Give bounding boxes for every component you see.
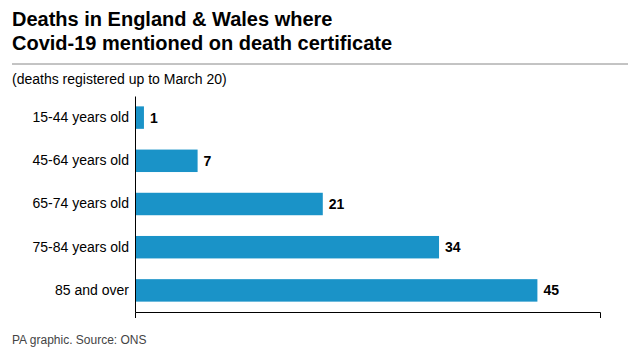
title: Deaths in England & Wales whereCovid-19 …	[12, 8, 392, 54]
chart: Deaths in England & Wales whereCovid-19 …	[0, 0, 640, 352]
tick-label: 45-64 years old	[32, 152, 129, 168]
data-label: 7	[204, 153, 212, 169]
data-label: 1	[150, 110, 158, 126]
tick-label: 75-84 years old	[32, 239, 129, 255]
y-axis: 15-44 years old 45-64 years old 65-74 year…	[32, 97, 135, 313]
data-labels: 1 7 21 34 45	[150, 110, 559, 299]
subtitle: (deaths registered up to March 20)	[12, 71, 227, 87]
data-label: 21	[329, 196, 345, 212]
bar	[135, 106, 144, 128]
tick-label: 85 and over	[55, 282, 129, 298]
tick: 75-84 years old	[32, 239, 135, 255]
axis-domain	[135, 97, 136, 313]
tick: 85 and over	[55, 282, 135, 298]
footnote: PA graphic. Source: ONS	[12, 333, 147, 347]
tick-label: 15-44 years old	[32, 109, 129, 125]
tick: 15-44 years old	[32, 109, 135, 125]
tick-label: 65-74 years old	[32, 195, 129, 211]
bars	[135, 106, 537, 301]
tick: 45-64 years old	[32, 152, 135, 168]
bar	[135, 236, 439, 258]
bar	[135, 193, 323, 215]
plot: 1 7 21 34 45 15-44 years old 45-64 years old 65…	[32, 97, 600, 319]
axis-domain	[136, 313, 601, 319]
separator	[12, 64, 628, 65]
tick: 65-74 years old	[32, 195, 135, 211]
bar	[135, 150, 198, 172]
x-axis	[136, 313, 601, 319]
data-label: 34	[445, 239, 461, 255]
bar	[135, 279, 537, 301]
data-label: 45	[543, 282, 559, 298]
